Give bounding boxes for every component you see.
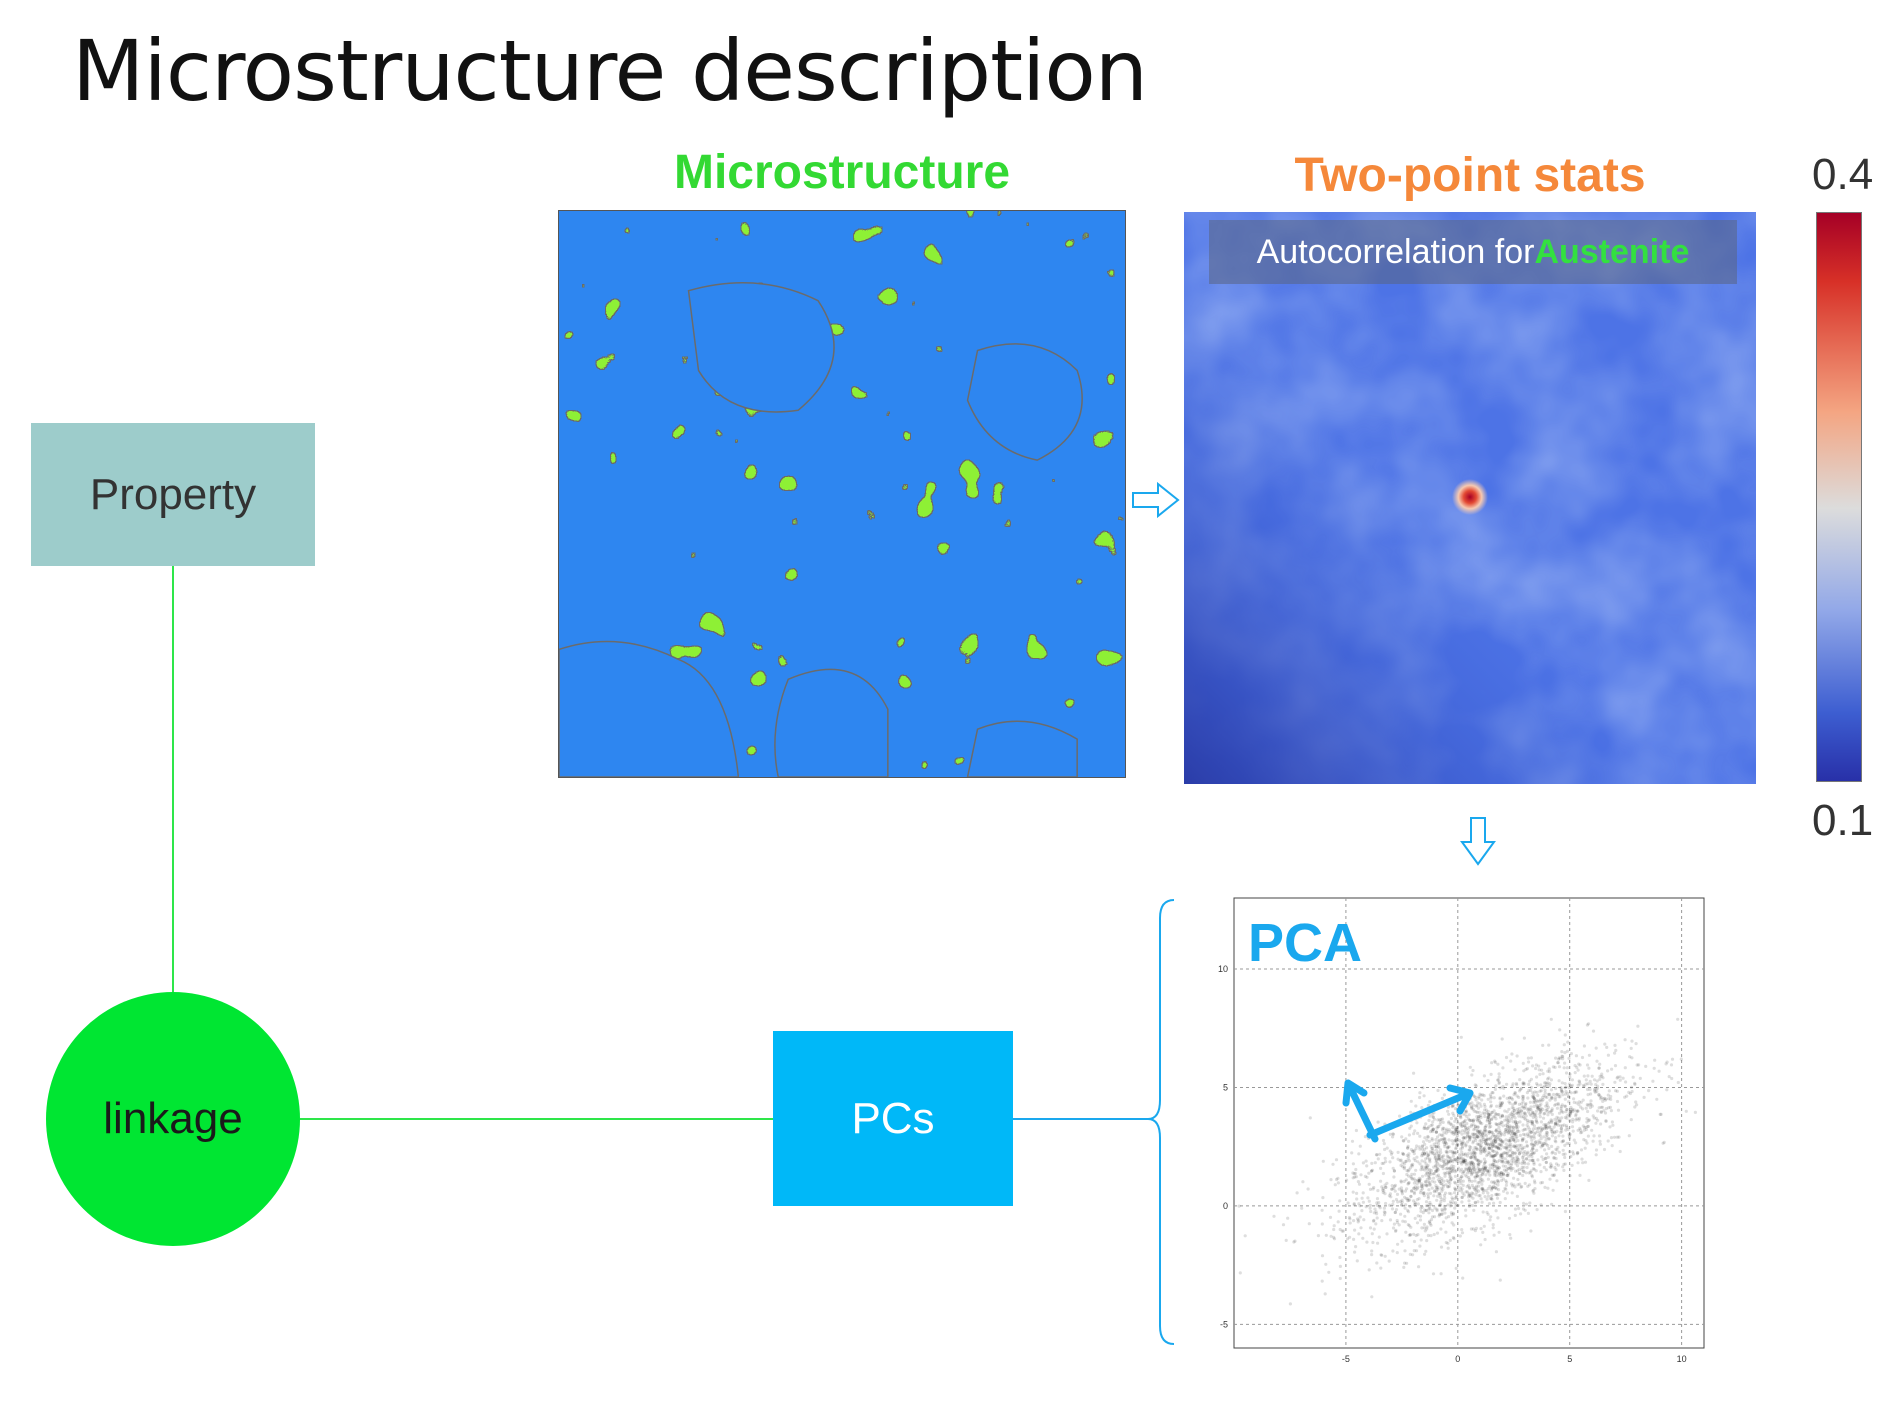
pca-scatter-plot: -5 0 5 10 10 5 0 -5	[1218, 897, 1705, 1364]
page-title: Microstructure description	[72, 22, 1148, 120]
pca-x-tick-label: 0	[1455, 1354, 1460, 1364]
pca-y-tick-label: 10	[1218, 964, 1228, 974]
microstructure-heading: Microstructure	[673, 146, 1011, 199]
pca-x-tick-label: -5	[1342, 1354, 1350, 1364]
property-node: Property	[31, 423, 315, 566]
pca-y-tick-label: 5	[1223, 1082, 1228, 1092]
pca-y-tick-label: 0	[1223, 1201, 1228, 1211]
linkage-label: linkage	[103, 1094, 243, 1143]
pca-x-tick-label: 5	[1567, 1354, 1572, 1364]
pca-label: PCA	[1248, 913, 1363, 973]
principal-axes-arrows	[1342, 1079, 1474, 1143]
two-point-stats-heading: Two-point stats	[1294, 149, 1646, 202]
down-arrow-icon	[1460, 817, 1496, 866]
property-label: Property	[89, 469, 257, 519]
pca-tick-labels: -5 0 5 10 10 5 0 -5	[1218, 964, 1687, 1364]
pca-grid	[1234, 898, 1704, 1348]
pcs-label: PCs	[851, 1093, 935, 1143]
colorbar-min-label: 0.1	[1812, 796, 1874, 845]
autocorrelation-map	[1184, 212, 1756, 784]
pca-points	[1237, 1017, 1697, 1306]
linkage-node: linkage	[46, 992, 300, 1246]
caption-phase: Austenite	[1534, 232, 1690, 271]
autocorrelation-caption: Autocorrelation for Austenite	[1209, 220, 1737, 284]
pca-y-tick-label: -5	[1220, 1319, 1228, 1329]
right-arrow-icon	[1132, 481, 1180, 519]
colorbar-max-label: 0.4	[1812, 150, 1874, 199]
caption-prefix: Autocorrelation for	[1256, 232, 1535, 271]
pca-x-tick-label: 10	[1677, 1354, 1687, 1364]
microstructure-image	[558, 210, 1126, 778]
pcs-node: PCs	[773, 1031, 1013, 1206]
colorbar	[1816, 212, 1862, 782]
